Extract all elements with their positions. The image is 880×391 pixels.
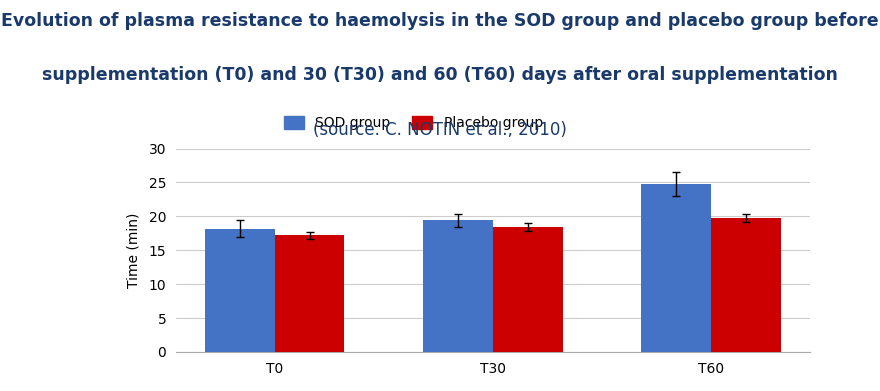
Text: Evolution of plasma resistance to haemolysis in the SOD group and placebo group : Evolution of plasma resistance to haemol… [1,12,879,30]
Text: (source. C. NOTIN et al., 2010): (source. C. NOTIN et al., 2010) [313,121,567,139]
Bar [493,227,562,352]
Y-axis label: Time (min): Time (min) [127,213,140,288]
Text: supplementation (T0) and 30 (T30) and 60 (T60) days after oral supplementation: supplementation (T0) and 30 (T30) and 60… [42,66,838,84]
Bar [423,221,493,352]
Bar [642,184,711,352]
Bar [205,229,275,352]
Legend: SOD group, Placebo group: SOD group, Placebo group [278,111,548,136]
Bar [275,235,344,352]
Bar [711,218,781,352]
